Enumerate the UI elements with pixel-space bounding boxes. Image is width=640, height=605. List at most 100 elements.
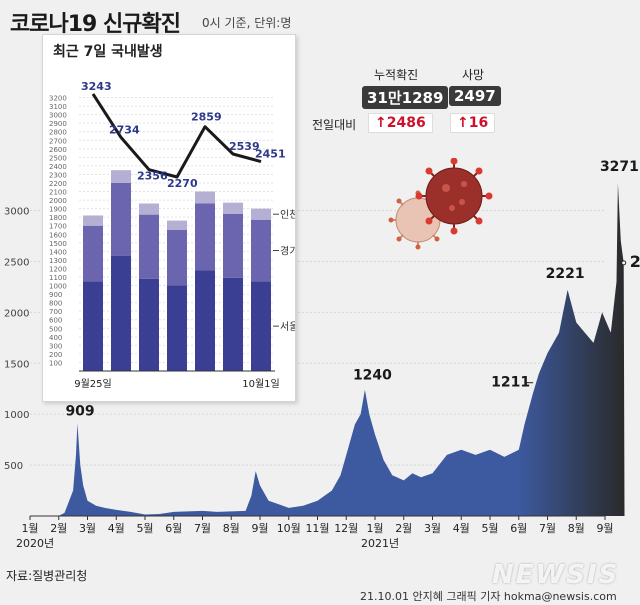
main-x-tick-label: 9월 xyxy=(251,522,268,535)
death-label: 사망 xyxy=(462,68,485,82)
main-x-tick-label: 8월 xyxy=(568,522,585,535)
main-annotation-label: 909 xyxy=(65,403,94,419)
inset-bar-segment xyxy=(111,170,131,183)
inset-bar-segment xyxy=(223,277,243,371)
change-label: 전일대비 xyxy=(312,118,357,132)
main-x-tick-label: 1월 xyxy=(21,522,38,535)
main-y-tick-label: 1000 xyxy=(4,410,29,421)
virus-illustration xyxy=(388,157,498,262)
main-y-tick-label: 1500 xyxy=(4,359,29,370)
inset-y-tick-label: 2200 xyxy=(49,180,67,188)
inset-line-label: 2356 xyxy=(137,170,168,183)
inset-7day-panel: 100 200 300 400 500 600 700 800 900 1000 1100 1200 1… xyxy=(42,34,296,402)
virus-large-icon xyxy=(415,157,493,235)
inset-y-tick-label: 3100 xyxy=(49,103,67,111)
inset-y-tick-label: 900 xyxy=(49,291,62,299)
main-annotation-label: 1240 xyxy=(353,368,392,384)
inset-y-tick-label: 500 xyxy=(49,325,62,333)
inset-bar-segment xyxy=(83,215,103,226)
inset-y-tick-label: 3200 xyxy=(49,95,67,103)
inset-bar-segment xyxy=(111,255,131,371)
inset-y-tick-label: 1200 xyxy=(49,265,67,273)
inset-title: 최근 7일 국내발생 xyxy=(53,44,163,60)
inset-bar-segment xyxy=(139,203,159,215)
main-y-tick-label: 500 xyxy=(4,461,23,472)
inset-y-tick-label: 100 xyxy=(49,359,62,367)
inset-bar-segment xyxy=(167,230,187,286)
inset-y-tick-label: 1100 xyxy=(49,274,67,282)
inset-y-tick-label: 1800 xyxy=(49,214,67,222)
main-x-tick-label: 11월 xyxy=(305,522,329,535)
inset-y-tick-label: 1500 xyxy=(49,240,67,248)
inset-bar-segment xyxy=(195,191,215,204)
inset-y-tick-label: 800 xyxy=(49,300,62,308)
main-x-tick-label: 7월 xyxy=(539,522,556,535)
inset-line-series xyxy=(91,93,262,179)
main-x-tick-label: 3월 xyxy=(79,522,96,535)
cumulative-change: ↑2486 xyxy=(368,113,433,133)
inset-line-label: 2734 xyxy=(109,123,140,136)
inset-y-tick-label: 2400 xyxy=(49,163,67,171)
inset-legend-label: 인천 xyxy=(280,209,295,221)
inset-bar-segment xyxy=(223,213,243,278)
death-change: ↑16 xyxy=(450,113,496,133)
main-x-tick-label: 7월 xyxy=(194,522,211,535)
death-value: 2497 xyxy=(449,86,501,106)
main-annotation-label: 2221 xyxy=(546,266,585,282)
inset-y-tick-label: 1700 xyxy=(49,223,67,231)
inset-y-tick-label: 2800 xyxy=(49,129,67,137)
page-subtitle: 0시 기준, 단위:명 xyxy=(202,16,292,30)
main-x-tick-label: 1월 xyxy=(366,522,383,535)
cumulative-label: 누적확진 xyxy=(374,68,419,82)
main-x-tick-label: 2월 xyxy=(50,522,67,535)
credit-line: 21.10.01 안지혜 그래픽 기자 hokma@newsis.com xyxy=(360,590,617,603)
inset-bar-segment xyxy=(139,278,159,371)
main-annotation-label: 1211 xyxy=(491,375,530,391)
watermark-logo: NEWSIS xyxy=(492,560,620,590)
inset-bar-segment xyxy=(167,220,187,230)
main-x-tick-label: 4월 xyxy=(108,522,125,535)
inset-x-tick-label: 10월1일 xyxy=(242,378,280,390)
main-x-tick-label: 6월 xyxy=(510,522,527,535)
main-annotation-label: 2486 xyxy=(630,252,640,271)
main-x-tick-label: 10월 xyxy=(277,522,301,535)
inset-bar-segment xyxy=(251,219,271,282)
inset-y-tick-label: 2700 xyxy=(49,137,67,145)
inset-y-tick-label: 400 xyxy=(49,334,62,342)
inset-bar-segment xyxy=(83,225,103,282)
main-annotation-label: 3271 xyxy=(600,159,639,175)
inset-legend-label: 경기 xyxy=(280,245,295,258)
main-y-tick-label: 2500 xyxy=(4,257,29,268)
inset-bar-segment xyxy=(195,203,215,271)
inset-y-tick-label: 1000 xyxy=(49,283,67,291)
inset-y-tick-label: 1400 xyxy=(49,248,67,256)
main-x-tick-label: 12월 xyxy=(334,522,358,535)
inset-line-label: 2859 xyxy=(191,111,222,124)
inset-y-tick-label: 700 xyxy=(49,308,62,316)
inset-y-tick-label: 2300 xyxy=(49,171,67,179)
main-x-tick-label: 2월 xyxy=(395,522,412,535)
source-note: 자료:질병관리청 xyxy=(6,569,88,583)
cumulative-value: 31만1289 xyxy=(362,86,449,109)
inset-line-label: 2451 xyxy=(255,148,286,161)
main-year-label: 2020년 xyxy=(16,537,54,550)
inset-y-tick-label: 300 xyxy=(49,342,62,350)
main-x-tick-label: 5월 xyxy=(136,522,153,535)
inset-bar-segment xyxy=(83,281,103,371)
inset-y-tick-label: 2600 xyxy=(49,146,67,154)
main-x-tick-label: 3월 xyxy=(424,522,441,535)
inset-y-tick-label: 2000 xyxy=(49,197,67,205)
inset-bar-segment xyxy=(251,208,271,220)
main-x-tick-label: 9월 xyxy=(596,522,613,535)
inset-line-label: 2270 xyxy=(167,177,198,190)
main-x-tick-label: 6월 xyxy=(165,522,182,535)
page-title: 코로나19 신규확진 xyxy=(10,12,181,37)
inset-y-tick-label: 3000 xyxy=(49,112,67,120)
inset-y-tick-label: 2500 xyxy=(49,154,67,162)
inset-x-tick-label: 9월25일 xyxy=(74,378,112,390)
main-year-label: 2021년 xyxy=(361,537,399,550)
inset-y-tick-label: 2900 xyxy=(49,120,67,128)
inset-y-tick-label: 200 xyxy=(49,351,62,359)
inset-bar-segment xyxy=(139,214,159,279)
